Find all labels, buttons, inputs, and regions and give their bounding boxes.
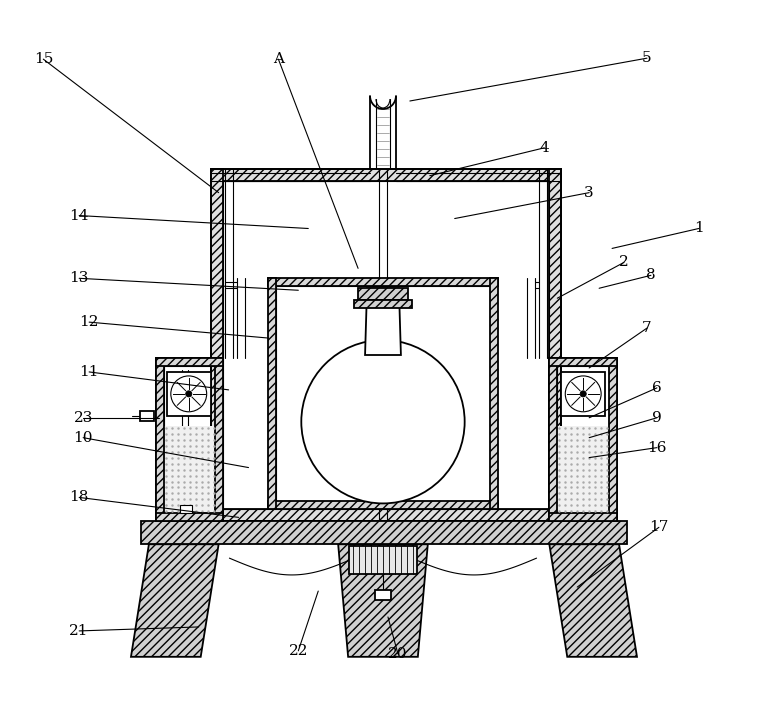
Text: 22: 22	[288, 644, 308, 658]
Bar	[156, 358, 164, 521]
Bar	[550, 358, 557, 521]
Bar	[269, 501, 497, 509]
Text: 2: 2	[619, 255, 629, 269]
Bar	[156, 358, 223, 521]
Bar	[156, 358, 223, 366]
Text: 14: 14	[70, 208, 89, 223]
Bar	[210, 169, 561, 521]
Text: 8: 8	[646, 268, 656, 282]
Bar	[210, 169, 561, 181]
Text: 20: 20	[388, 647, 408, 661]
Text: 21: 21	[70, 624, 89, 638]
Text: 16: 16	[647, 441, 667, 454]
Bar	[550, 358, 617, 521]
Text: 9: 9	[652, 411, 662, 424]
Bar	[358, 288, 408, 300]
Bar	[167, 372, 210, 416]
Bar	[269, 278, 276, 509]
Bar	[561, 372, 605, 416]
Text: 12: 12	[79, 315, 99, 329]
Polygon shape	[338, 544, 428, 657]
Circle shape	[185, 391, 192, 397]
Bar	[141, 521, 627, 544]
Bar	[210, 169, 223, 521]
Text: 11: 11	[79, 365, 99, 379]
Bar	[354, 300, 412, 308]
Bar	[375, 590, 391, 600]
Bar	[215, 358, 223, 521]
Polygon shape	[550, 544, 637, 657]
Text: 5: 5	[642, 51, 652, 65]
Text: 3: 3	[584, 186, 594, 200]
Bar	[550, 513, 617, 521]
Bar	[164, 426, 215, 513]
Bar	[156, 513, 223, 521]
Bar	[557, 426, 609, 513]
Bar	[609, 358, 617, 521]
Text: 1: 1	[694, 222, 703, 235]
Text: A: A	[273, 52, 284, 66]
Text: 7: 7	[642, 321, 652, 335]
Text: 13: 13	[70, 272, 89, 285]
Bar	[210, 509, 561, 521]
Bar	[490, 278, 497, 509]
Polygon shape	[131, 544, 219, 657]
Circle shape	[580, 391, 586, 397]
Text: 10: 10	[73, 431, 93, 444]
Bar	[550, 358, 617, 366]
Bar	[550, 169, 561, 521]
Polygon shape	[365, 288, 401, 355]
Text: 4: 4	[540, 141, 550, 155]
Circle shape	[171, 376, 207, 412]
Text: 15: 15	[33, 52, 53, 66]
Bar	[269, 278, 497, 287]
Text: 6: 6	[652, 381, 662, 395]
Bar	[179, 506, 192, 513]
Text: 23: 23	[73, 411, 93, 424]
Text: 17: 17	[650, 520, 668, 535]
Bar	[140, 411, 154, 421]
Text: 18: 18	[70, 491, 89, 504]
Bar	[349, 546, 417, 574]
Circle shape	[565, 376, 601, 412]
Circle shape	[301, 340, 465, 503]
